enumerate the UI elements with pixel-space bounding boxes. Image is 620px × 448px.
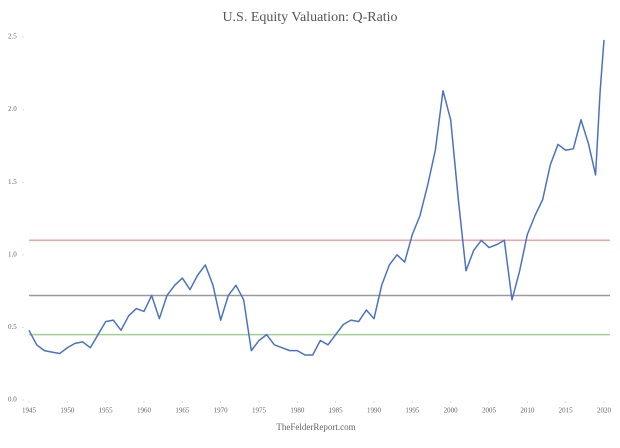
y-tick-label: 2.5: [8, 33, 17, 41]
x-tick-label: 1960: [137, 407, 152, 415]
x-tick-label: 2015: [559, 407, 574, 415]
data-line: [28, 39, 605, 356]
x-tick-label: 1990: [367, 407, 382, 415]
x-tick-label: 1975: [252, 407, 267, 415]
y-tick-label: 1.0: [8, 250, 17, 258]
x-tick-label: 1995: [405, 407, 420, 415]
x-tick-label: 2000: [444, 407, 459, 415]
y-tick-label: 0.0: [8, 396, 17, 404]
chart-title: U.S. Equity Valuation: Q-Ratio: [222, 10, 397, 25]
source: TheFelderReport.com: [276, 422, 355, 432]
x-tick-label: 1985: [329, 407, 344, 415]
x-tick-label: 1945: [22, 407, 37, 415]
x-tick-label: 2010: [520, 407, 535, 415]
x-tick-label: 2005: [482, 407, 497, 415]
y-tick-label: 1.5: [8, 178, 17, 186]
y-tick-label: 0.5: [8, 323, 17, 331]
x-tick-label: 2020: [597, 407, 612, 415]
x-tick-label: 1970: [214, 407, 229, 415]
x-tick-label: 1950: [60, 407, 75, 415]
y-tick-label: 2.0: [8, 105, 17, 113]
x-tick-label: 1965: [175, 407, 190, 415]
x-tick-label: 1980: [290, 407, 305, 415]
x-tick-label: 1955: [99, 407, 114, 415]
